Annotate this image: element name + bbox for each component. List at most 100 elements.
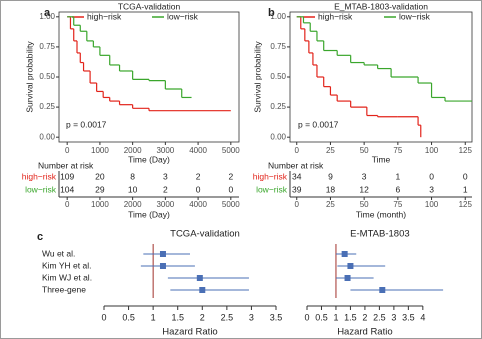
panel-letter: b: [268, 7, 275, 19]
risk-count: 0: [463, 171, 468, 181]
row-label: Kim WJ et al.: [42, 272, 92, 282]
x-tick-label: 1: [333, 312, 338, 322]
hr-point: [196, 275, 203, 281]
x-tick-label: 3: [249, 312, 254, 322]
risk-count: 34: [292, 171, 302, 181]
x-axis-title: Time (Day): [128, 154, 170, 164]
x-tick-label: 4: [420, 312, 425, 322]
legend-label: high−risk: [318, 11, 353, 21]
risk-count: 9: [328, 171, 333, 181]
x-tick-label: 0: [304, 312, 309, 322]
risk-count: 29: [95, 184, 105, 194]
x-tick-label: 1000: [91, 200, 109, 209]
x-tick-label: 5000: [222, 200, 240, 209]
risk-count: 109: [60, 171, 74, 181]
risk-count: 0: [228, 184, 233, 194]
risk-count: 3: [163, 171, 168, 181]
panel-letter: a: [44, 7, 51, 19]
x-tick-label: 4000: [189, 146, 207, 155]
x-tick-label: 3000: [156, 146, 174, 155]
x-tick-label: 1.5: [171, 312, 184, 322]
y-tick-label: 0.50: [39, 72, 55, 81]
x-tick-label: 0: [295, 200, 300, 209]
x-tick-label: 0: [101, 312, 106, 322]
y-tick-label: 0.50: [270, 72, 286, 81]
y-tick-label: 0.75: [270, 42, 286, 51]
chart-title: E-MTAB-1803: [350, 229, 409, 240]
row-label: Kim YH et al.: [42, 260, 91, 270]
p-value: p = 0.0017: [66, 119, 107, 129]
x-tick-label: 5000: [222, 146, 240, 155]
risk-count: 104: [60, 184, 74, 194]
chart-title: TCGA-validation: [170, 229, 240, 240]
y-tick-label: 0.75: [39, 42, 55, 51]
x-tick-label: 0: [295, 146, 300, 155]
hr-point: [347, 263, 354, 269]
risk-count: 12: [359, 184, 369, 194]
x-tick-label: 2.5: [373, 312, 386, 322]
risk-count: 8: [130, 171, 135, 181]
risk-row-label: high−risk: [253, 171, 288, 181]
x-tick-label: 2: [362, 312, 367, 322]
x-axis-title: Hazard Ratio: [162, 327, 217, 338]
risk-count: 0: [196, 184, 201, 194]
risk-table-title: Number at risk: [268, 160, 324, 170]
risk-count: 1: [395, 171, 400, 181]
risk-count: 0: [429, 171, 434, 181]
x-tick-label: 75: [393, 200, 402, 209]
y-tick-label: 0.25: [39, 102, 55, 111]
risk-row-label: low−risk: [256, 184, 288, 194]
risk-count: 18: [326, 184, 336, 194]
risk-row-label: low−risk: [25, 184, 57, 194]
x-tick-label: 3000: [156, 200, 174, 209]
legend-label: high−risk: [87, 11, 122, 21]
x-axis-title: Time: [372, 154, 391, 164]
x-tick-label: 125: [459, 200, 473, 209]
risk-row-label: high−risk: [22, 171, 57, 181]
x-tick-label: 100: [425, 146, 439, 155]
x-tick-label: 25: [326, 146, 335, 155]
legend-label: low−risk: [167, 11, 199, 21]
risk-count: 6: [395, 184, 400, 194]
risk-count: 1: [463, 184, 468, 194]
legend-label: low−risk: [399, 11, 431, 21]
x-tick-label: 2: [200, 312, 205, 322]
x-tick-label: 0.5: [315, 312, 328, 322]
y-axis-title: Survival probability: [24, 41, 34, 113]
y-tick-label: 0.00: [270, 132, 286, 141]
x-tick-label: 2000: [124, 200, 142, 209]
x-tick-label: 1: [151, 312, 156, 322]
p-value: p = 0.0017: [298, 119, 339, 129]
risk-count: 39: [292, 184, 302, 194]
y-tick-label: 0.00: [39, 132, 55, 141]
x-axis-title: Time (Day): [128, 209, 170, 219]
x-tick-label: 25: [326, 200, 335, 209]
x-tick-label: 3.5: [270, 312, 283, 322]
hr-point: [341, 251, 348, 257]
chart-title: E_MTAB-1803-validation: [334, 1, 428, 11]
risk-count: 3: [429, 184, 434, 194]
x-tick-label: 3.5: [402, 312, 415, 322]
x-tick-label: 50: [360, 200, 369, 209]
x-tick-label: 0.5: [122, 312, 135, 322]
hr-point: [159, 251, 166, 257]
row-label: Wu et al.: [42, 248, 75, 258]
hr-point: [159, 263, 166, 269]
hr-point: [199, 287, 206, 293]
x-tick-label: 2.5: [221, 312, 234, 322]
y-tick-label: 1.00: [39, 12, 55, 21]
y-tick-label: 1.00: [270, 12, 286, 21]
x-tick-label: 3: [391, 312, 396, 322]
y-axis-title: Survival probability: [252, 41, 262, 113]
x-tick-label: 0: [65, 200, 70, 209]
hr-point: [344, 275, 351, 281]
panel-letter: c: [37, 231, 43, 243]
x-tick-label: 125: [459, 146, 473, 155]
x-tick-label: 75: [393, 146, 402, 155]
x-tick-label: 1000: [91, 146, 109, 155]
row-label: Three-gene: [42, 284, 86, 294]
x-tick-label: 100: [425, 200, 439, 209]
risk-count: 2: [196, 171, 201, 181]
x-tick-label: 1.5: [344, 312, 357, 322]
